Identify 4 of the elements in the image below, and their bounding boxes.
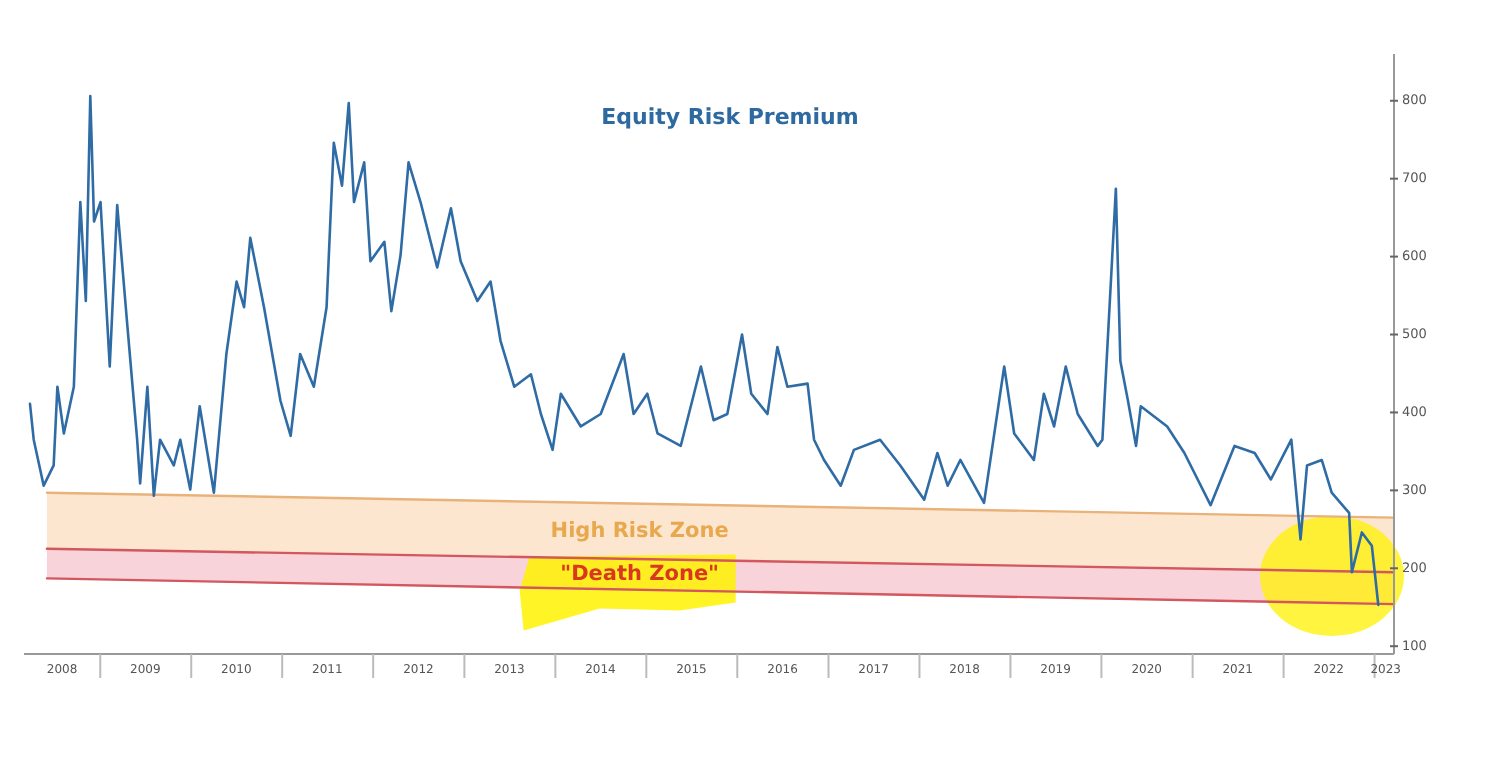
line-series xyxy=(28,94,1380,607)
annotation: High Risk Zone xyxy=(550,519,729,544)
annotation: "Death Zone" xyxy=(560,562,720,587)
text: Equity Risk Premium xyxy=(601,104,859,130)
